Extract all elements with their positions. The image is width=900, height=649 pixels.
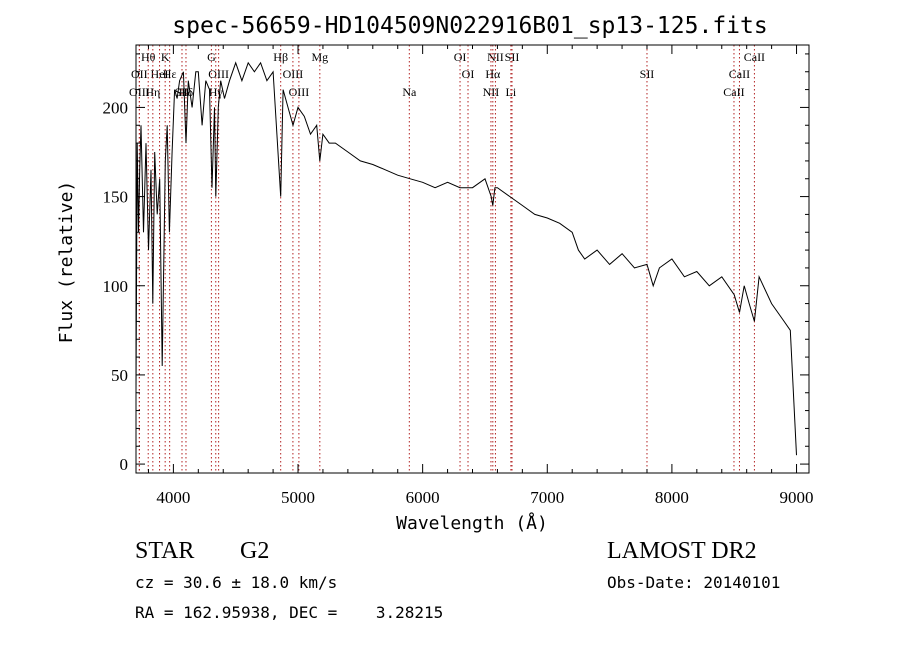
x-tick-label: 5000 [281, 488, 315, 507]
line-marker-label: Hε [163, 67, 177, 81]
y-axis-ticks: 0 50 100 150 200 [103, 53, 809, 474]
x-tick-label: 6000 [406, 488, 440, 507]
line-marker-label: Na [402, 85, 417, 99]
y-tick-label: 0 [120, 455, 129, 474]
survey-name: LAMOST DR2 [607, 538, 757, 564]
x-tick-label: 9000 [780, 488, 814, 507]
y-tick-label: 200 [103, 98, 129, 117]
line-marker-label: SII [505, 50, 520, 64]
y-axis-label: Flux (relative) [56, 181, 77, 344]
line-marker-label: NII [487, 50, 504, 64]
line-marker-label: Hθ [141, 50, 156, 64]
y-tick-label: 150 [103, 188, 129, 207]
redshift-velocity: cz = 30.6 ± 18.0 km/s [135, 573, 338, 592]
object-subclass: G2 [240, 538, 270, 564]
line-marker-label: CaII [723, 85, 744, 99]
line-marker-label: OIII [289, 85, 310, 99]
line-marker-label: Hδ [179, 85, 194, 99]
plot-frame [135, 44, 810, 474]
line-marker-label: OIII [129, 85, 150, 99]
line-marker-label: CaII [729, 67, 750, 81]
line-marker-label: Mg [311, 50, 328, 64]
line-marker-label: Hγ [209, 85, 224, 99]
y-tick-label: 50 [111, 366, 128, 385]
sky-coordinates: RA = 162.95938, DEC = 3.28215 [135, 603, 444, 622]
spectrum-series [135, 61, 797, 456]
spectrum-chart: spec-56659-HD104509N022916B01_sp13-125.f… [56, 13, 814, 534]
x-tick-label: 7000 [530, 488, 564, 507]
chart-title: spec-56659-HD104509N022916B01_sp13-125.f… [172, 13, 767, 39]
line-marker-label: Li [506, 85, 517, 99]
line-marker-label: Hα [485, 67, 501, 81]
line-marker-label: Hη [145, 85, 160, 99]
x-tick-label: 8000 [655, 488, 689, 507]
x-tick-label: 4000 [156, 488, 190, 507]
line-marker-label: SII [640, 67, 655, 81]
object-type: STAR [135, 538, 195, 564]
line-marker-label: CaII [744, 50, 765, 64]
line-marker-label: OIII [208, 67, 229, 81]
line-marker-label: HeI [151, 67, 169, 81]
spectrum-line [135, 61, 797, 456]
y-tick-label: 100 [103, 277, 129, 296]
x-axis-label: Wavelength (Å) [396, 512, 548, 534]
line-marker-label: OI [454, 50, 467, 64]
observation-date: Obs-Date: 20140101 [607, 573, 781, 592]
line-marker-label: OI [462, 67, 475, 81]
line-marker-label: NII [483, 85, 500, 99]
line-marker-label: Hβ [273, 50, 288, 64]
line-marker-label: OIII [283, 67, 304, 81]
line-marker-label: G [207, 50, 216, 64]
line-marker-label: K [161, 50, 170, 64]
x-axis-ticks: 4000 5000 6000 7000 8000 9000 [147, 45, 814, 507]
